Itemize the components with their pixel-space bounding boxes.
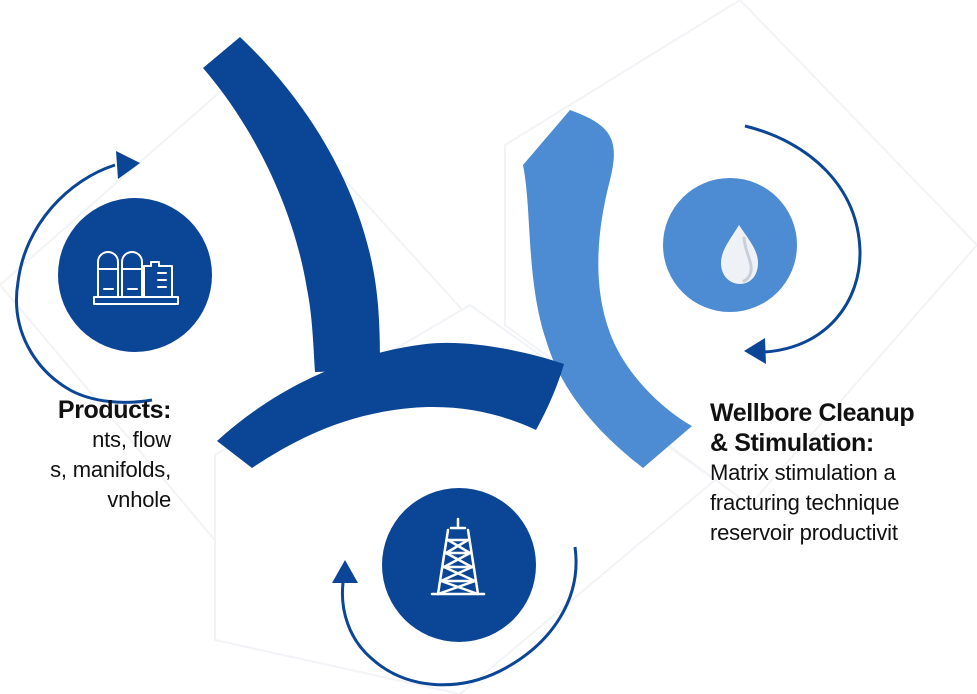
right-title-line-1: Wellbore Cleanup [710, 399, 915, 427]
left-description-line-2: s, manifolds, [50, 457, 171, 482]
factory-tanks-icon [93, 251, 179, 305]
left-description-line-3: vnhole [107, 487, 171, 512]
dark-blue-left-arc [203, 37, 380, 372]
bottom-cycle-arc [340, 546, 578, 687]
left-arrow-icon [116, 151, 140, 179]
left-description-line-1: nts, flow [92, 427, 171, 452]
right-text-block: Wellbore Cleanup & Stimulation: Matrix s… [710, 398, 915, 548]
left-description: nts, flow s, manifolds, vnhole [0, 425, 171, 515]
right-description-line-2: fracturing technique [710, 490, 900, 515]
left-title: Products: [57, 396, 171, 424]
left-text-block: Products: nts, flow s, manifolds, vnhole [0, 395, 171, 515]
left-icon-circle [58, 198, 212, 352]
bottom-arrow-icon [332, 560, 358, 583]
right-description-line-3: reservoir productivit [710, 520, 898, 545]
right-arrow-icon [744, 338, 766, 364]
bottom-icon-circle [382, 488, 536, 642]
right-cycle-arc [744, 124, 862, 354]
light-blue-right-arc [523, 110, 692, 468]
left-cycle-arc [15, 163, 153, 404]
water-drop-icon [721, 225, 758, 284]
right-description-line-1: Matrix stimulation a [710, 460, 896, 485]
dark-blue-bottom-arc [217, 342, 564, 468]
right-title-line-2: & Stimulation: [710, 429, 874, 457]
oil-derrick-icon [430, 517, 486, 596]
